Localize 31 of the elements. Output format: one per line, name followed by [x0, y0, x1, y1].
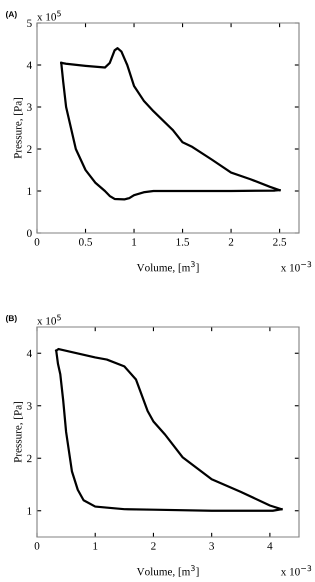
- y-axis-title: Pressure, [Pa]: [14, 98, 24, 159]
- x-tick-label: 3: [209, 542, 214, 550]
- x-tick-label: 2.5: [273, 238, 286, 246]
- text: x 10$^{5}$: [37, 10, 61, 21]
- x-tick-label: 0: [34, 238, 40, 246]
- y-tick-label: 4: [26, 350, 32, 358]
- x-tick-label: 4: [267, 542, 272, 550]
- text: (B): [6, 315, 17, 323]
- text: (A): [6, 11, 17, 19]
- x-tick-label: 1: [93, 542, 98, 550]
- x-tick-label: 2: [228, 238, 234, 246]
- y-tick-label: 1: [28, 507, 32, 515]
- x-tick-label: 2: [151, 542, 156, 550]
- text: x 10$^{5}$: [37, 314, 61, 325]
- x-tick-label: 1.5: [176, 238, 190, 246]
- y-axis-title: Pressure, [Pa]: [14, 402, 24, 463]
- y-tick-label: 1: [28, 188, 32, 195]
- x-tick-label: 0.5: [79, 238, 92, 246]
- x-tick-label: 0: [34, 542, 40, 550]
- x-tick-label: 1: [132, 238, 136, 246]
- y-tick-label: 2: [27, 145, 32, 153]
- y-tick-label: 4: [26, 62, 32, 69]
- text: x 10$^{−3}$: [280, 261, 312, 272]
- x-axis-title: Volume, [m$^{3}$]: [136, 565, 199, 577]
- x-axis-title: Volume, [m$^{3}$]: [136, 261, 199, 273]
- y-tick-label: 3: [27, 103, 32, 111]
- y-tick-label: 2: [27, 454, 32, 462]
- text: x 10$^{−3}$: [280, 565, 312, 576]
- y-tick-label: 3: [27, 402, 32, 410]
- y-tick-label: 5: [27, 20, 32, 27]
- y-tick-label: 0: [27, 229, 32, 237]
